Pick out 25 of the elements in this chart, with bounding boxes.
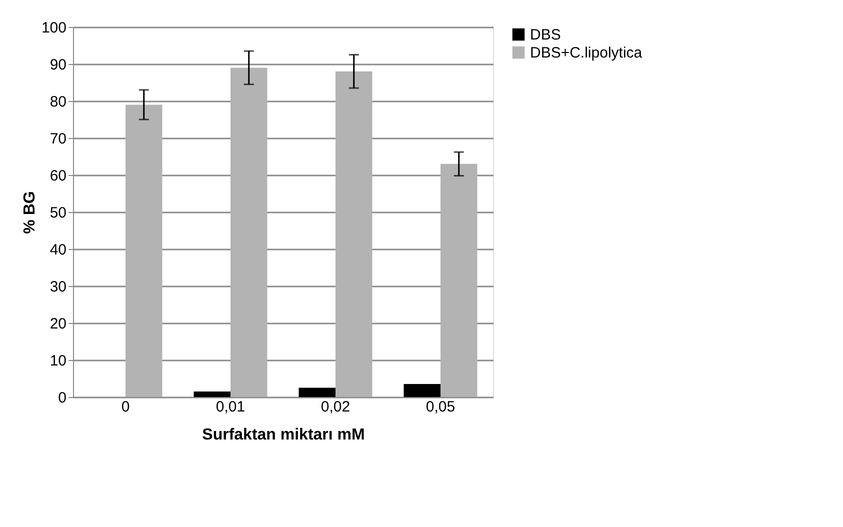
x-tick-label: 0 (121, 398, 130, 416)
x-axis-title: Surfaktan miktarı mM (202, 426, 365, 444)
y-tick-label: 90 (50, 56, 66, 74)
y-tick-label: 30 (50, 278, 66, 296)
bar (440, 164, 478, 397)
y-tick-label: 70 (50, 130, 66, 148)
legend-label: DBS+C.lipolytica (530, 44, 643, 62)
bar (230, 68, 268, 397)
bar (336, 71, 372, 397)
bar (194, 391, 230, 397)
bar (298, 388, 336, 397)
bar (404, 384, 440, 397)
x-tick-label: 0,05 (426, 398, 456, 416)
legend-label: DBS (530, 26, 561, 44)
bar (126, 104, 162, 397)
y-tick-label: 100 (41, 20, 66, 36)
y-tick-label: 20 (50, 316, 66, 332)
y-tick-label: 10 (50, 352, 66, 370)
y-tick-label: 60 (50, 168, 66, 184)
y-axis-title: % BG (21, 191, 38, 234)
x-tick-label: 0,01 (216, 398, 246, 416)
y-tick-label: 50 (50, 204, 66, 222)
y-tick-label: 80 (50, 94, 66, 110)
y-tick-label: 40 (50, 242, 66, 258)
x-tick-label: 0,02 (320, 398, 350, 416)
